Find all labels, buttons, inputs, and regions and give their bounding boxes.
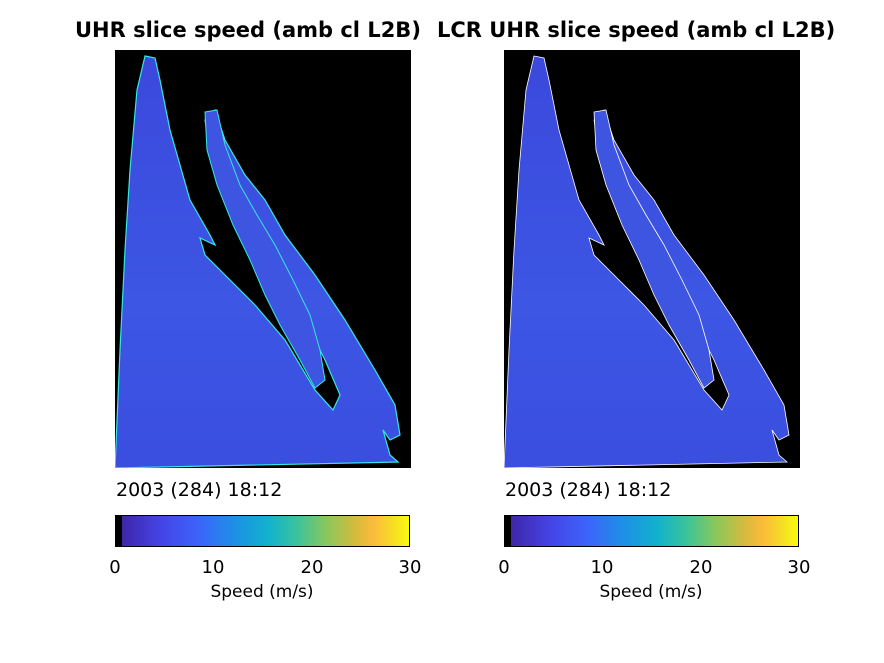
right-wind-speed-map [504,50,800,468]
left-colorbar-label: Speed (m/s) [210,582,314,602]
left-colorbar-tick-30: 30 [398,557,422,578]
right-colorbar-label: Speed (m/s) [599,582,703,602]
right-map-svg [504,55,790,468]
right-colorbar-tick-0: 0 [498,557,510,578]
right-colorbar [504,515,799,547]
left-map-svg [115,55,401,468]
right-colorbar-tick-30: 30 [787,557,811,578]
right-gulf-strip [593,109,715,389]
left-colorbar-tick-0: 0 [109,557,121,578]
right-colorbar-tick-20: 20 [689,557,713,578]
left-timestamp: 2003 (284) 18:12 [116,479,283,501]
left-panel-title: UHR slice speed (amb cl L2B) [75,18,421,42]
right-panel-title: LCR UHR slice speed (amb cl L2B) [437,18,836,42]
right-colorbar-tick-10: 10 [590,557,614,578]
left-colorbar [115,515,410,547]
left-colorbar-tick-10: 10 [201,557,225,578]
left-colorbar-tick-20: 20 [300,557,324,578]
left-gulf-strip [204,109,326,389]
left-wind-speed-map [115,50,411,468]
right-timestamp: 2003 (284) 18:12 [505,479,672,501]
